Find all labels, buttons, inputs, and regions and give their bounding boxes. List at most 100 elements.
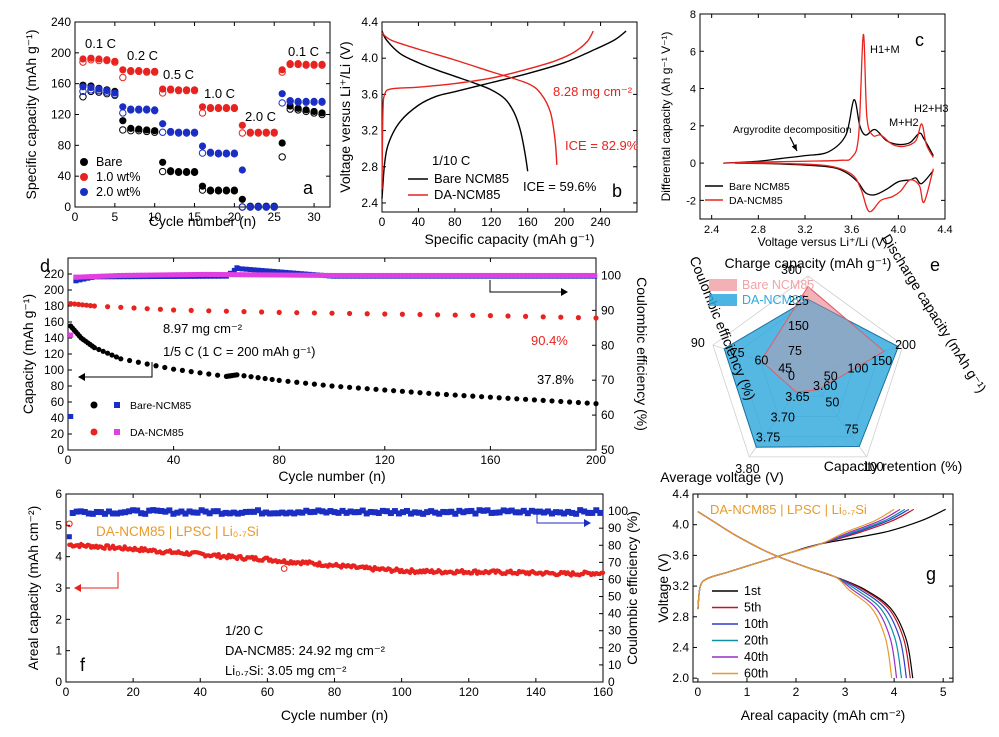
panel-d-frame xyxy=(67,257,597,451)
panel-d-ce-point xyxy=(358,272,364,278)
panel-b-frame xyxy=(381,21,638,213)
panel-a-point-2.0 wt% xyxy=(87,83,95,92)
panel-d-ce-point xyxy=(473,272,479,278)
panel-d-retention-da: 90.4% xyxy=(531,333,568,348)
panel-f-capacity-point xyxy=(224,556,230,561)
panel-f-capacity-point xyxy=(105,543,111,548)
panel-g-letter: g xyxy=(926,564,936,584)
y-tick-label: 4.0 xyxy=(361,51,378,65)
panel-a-point-2.0 wt% xyxy=(238,166,246,174)
panel-d-capacity-point xyxy=(241,309,247,315)
panel-a-point-1.0 wt% xyxy=(278,66,286,74)
panel-a-point-open-1.0 wt% xyxy=(302,61,310,69)
panel-a-xlabel: Cycle number (n) xyxy=(149,213,256,229)
panel-d-ce-point xyxy=(243,272,249,278)
panel-a-annotation: 0.1 C xyxy=(85,36,116,51)
panel-d-ce-point xyxy=(509,272,515,278)
x-tick-label: 0 xyxy=(65,453,72,467)
panel-d-ce-point xyxy=(200,271,206,277)
panel-d-ce-point xyxy=(532,272,538,278)
panel-d-capacity-point xyxy=(567,399,573,405)
x-tick-label: 3.2 xyxy=(797,224,812,236)
panel-d-ce-point xyxy=(501,272,507,278)
panel-d-ce-point xyxy=(239,266,245,272)
panel-d-ce-point xyxy=(497,272,503,278)
panel-d-capacity-point xyxy=(329,310,335,316)
panel-d-ce-point xyxy=(552,272,558,278)
y-tick-label: 6 xyxy=(55,487,62,501)
panel-a-point-open-1.0 wt% xyxy=(150,68,159,76)
panel-c-legend-label: DA-NCM85 xyxy=(729,195,783,207)
panel-d-capacity-point xyxy=(347,310,353,317)
panel-d-capacity-point xyxy=(355,385,361,391)
panel-d-legend-square xyxy=(114,429,120,435)
panel-f-capacity-outlier xyxy=(280,565,288,572)
panel-f-xlabel: Cycle number (n) xyxy=(281,707,388,723)
y-tick-label: 180 xyxy=(44,299,64,313)
panel-a-point-Bare xyxy=(238,195,246,203)
panel-c-mh2: M+H2 xyxy=(889,117,919,129)
panel-a-point-open-2.0 wt% xyxy=(182,129,191,137)
panel-f-ce-point xyxy=(452,510,459,517)
panel-d-ce-point xyxy=(354,272,360,278)
panel-f-ce-point xyxy=(319,508,326,515)
panel-a-letter: a xyxy=(303,178,314,198)
panel-d-ce-point xyxy=(338,272,344,278)
panel-f-ce-point xyxy=(77,508,84,515)
panel-d-capacity-point xyxy=(269,376,275,383)
panel-d-capacity-point xyxy=(391,388,397,394)
panel-d-capacity-point xyxy=(234,372,240,378)
x-tick-label: 10 xyxy=(148,210,162,224)
panel-f-ce-point xyxy=(307,509,314,516)
panel-g-discharge-curve xyxy=(697,511,898,679)
panel-a-point-2.0 wt% xyxy=(119,103,127,111)
panel-e-tick: 100 xyxy=(863,460,884,474)
panel-d-capacity-point xyxy=(118,304,124,310)
panel-d-capacity-point xyxy=(399,311,405,317)
panel-d-ce-point xyxy=(421,272,427,278)
y-tick-label: 40 xyxy=(608,607,622,621)
panel-f-ce-point xyxy=(363,510,370,517)
panel-d-capacity-point xyxy=(105,350,111,356)
panel-d-ce-point xyxy=(449,272,455,278)
panel-c-ylabel: Differental capacity (Ah g⁻¹ V⁻¹) xyxy=(659,32,673,202)
x-tick-label: 2.8 xyxy=(751,224,766,236)
panel-d-ce-point xyxy=(580,272,586,278)
panel-d-ce-point xyxy=(505,272,511,278)
panel-d-ce-point xyxy=(291,272,297,278)
panel-a-point-open-2.0 wt% xyxy=(103,88,111,96)
panel-d-capacity-point xyxy=(223,308,229,314)
x-tick-label: 60 xyxy=(261,685,275,699)
panel-d-ce-point xyxy=(164,272,170,278)
panel-f-ce-point xyxy=(424,509,431,516)
panel-f-ce-point xyxy=(593,507,600,514)
panel-d-ce-point xyxy=(275,272,281,278)
panel-f-ce-point xyxy=(548,510,555,517)
panel-d-capacity-point xyxy=(105,304,111,310)
panel-f-ce-point xyxy=(279,509,286,516)
panel-a-point-open-1.0 wt% xyxy=(238,129,247,137)
panel-d-capacity-point xyxy=(303,380,309,386)
y-tick-label: 3.2 xyxy=(672,579,689,593)
panel-e-tick: 3.80 xyxy=(735,462,759,476)
panel-e-tick: 60 xyxy=(754,354,768,368)
x-tick-label: 120 xyxy=(459,685,479,699)
y-tick-label: 60 xyxy=(601,408,615,422)
panel-d-ce-point xyxy=(227,272,233,278)
x-tick-label: 3 xyxy=(842,685,849,699)
panel-f-ce-point xyxy=(142,510,149,517)
panel-a-point-open-1.0 wt% xyxy=(206,104,215,113)
panel-d-ce-point xyxy=(330,272,336,278)
panel-f-ce-point xyxy=(561,510,568,517)
panel-f-ce-point xyxy=(210,508,217,515)
panel-f-ce-point xyxy=(331,509,338,516)
panel-e-tick: 150 xyxy=(871,354,892,368)
panel-f-ce-point xyxy=(536,508,543,515)
panel-d-ce-point xyxy=(568,272,574,278)
panel-f-ce-point xyxy=(359,507,366,514)
panel-f-ce-point xyxy=(540,509,547,516)
panel-f-capacity-point xyxy=(216,551,221,557)
panel-f-ce-point xyxy=(182,510,189,517)
panel-e-legend-swatch xyxy=(709,279,737,291)
